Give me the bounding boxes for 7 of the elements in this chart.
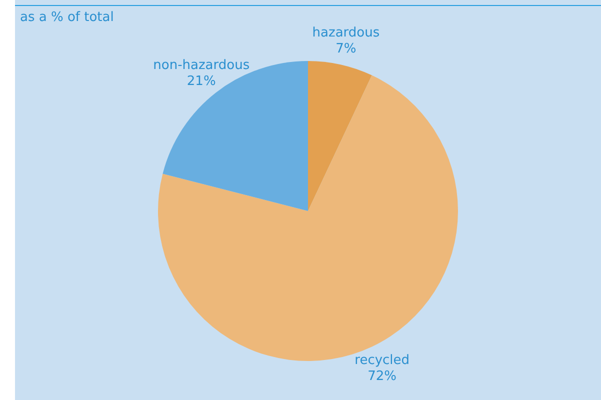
slice-label: recycled bbox=[354, 352, 410, 368]
data-label: 72% bbox=[368, 368, 397, 384]
data-label: 7% bbox=[336, 42, 356, 57]
chart-title: as a % of total bbox=[20, 10, 114, 25]
slice-label: hazardous bbox=[312, 26, 380, 41]
slice-label: non-hazardous bbox=[153, 58, 250, 73]
data-label: 21% bbox=[186, 74, 216, 89]
